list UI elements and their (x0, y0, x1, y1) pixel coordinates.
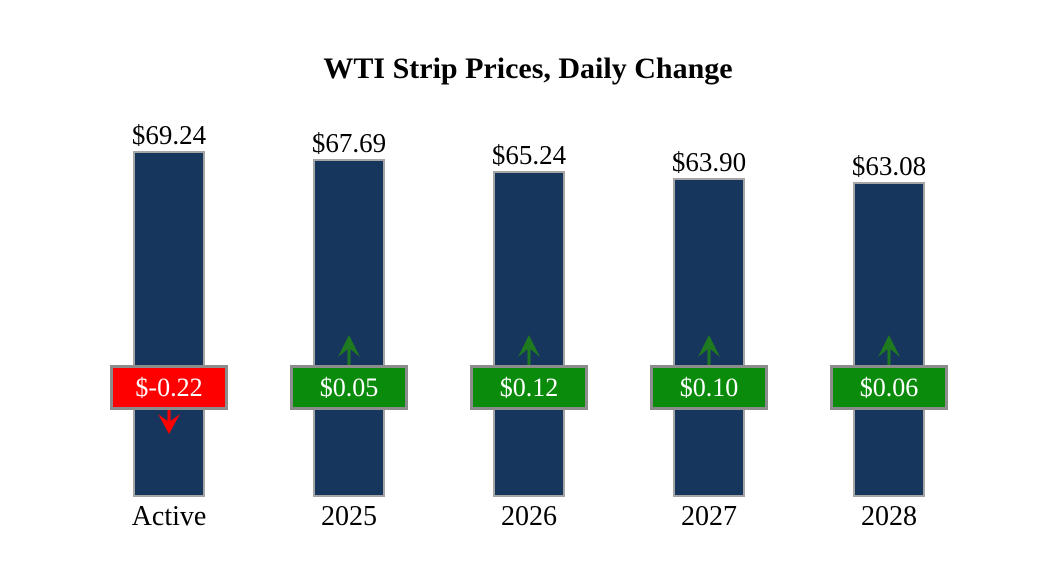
change-badge: $0.10 (650, 365, 768, 410)
down-arrow-icon (156, 410, 182, 439)
price-label: $67.69 (311, 127, 387, 158)
up-arrow-icon (516, 335, 542, 370)
price-label: $63.90 (671, 146, 747, 177)
change-badge: $0.06 (830, 365, 948, 410)
price-label: $69.24 (131, 119, 207, 150)
change-badge: $-0.22 (110, 365, 228, 410)
bar-2027 (673, 177, 745, 497)
up-arrow-icon (696, 335, 722, 370)
chart-title: WTI Strip Prices, Daily Change (323, 52, 733, 85)
change-badge: $0.12 (470, 365, 588, 410)
price-label: $63.08 (851, 150, 927, 181)
category-label: 2026 (501, 501, 557, 532)
bar-2025 (313, 158, 385, 497)
category-label: 2027 (681, 501, 737, 532)
price-label: $65.24 (491, 139, 567, 170)
up-arrow-icon (336, 335, 362, 370)
up-arrow-icon (876, 335, 902, 370)
bar-2026 (493, 170, 565, 497)
bar-active (133, 150, 205, 497)
change-badge: $0.05 (290, 365, 408, 410)
category-label: 2028 (861, 501, 917, 532)
category-label: 2025 (321, 501, 377, 532)
category-label: Active (131, 501, 207, 532)
